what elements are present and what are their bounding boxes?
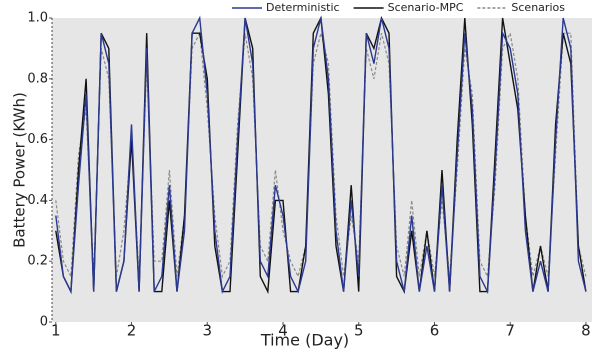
x-tick-label: 8 — [581, 322, 591, 340]
x-tick-label: 6 — [430, 322, 440, 340]
x-tick-label: 2 — [127, 322, 137, 340]
legend-label: Scenarios — [511, 1, 565, 14]
x-tick-label: 7 — [505, 322, 515, 340]
y-axis-label: Battery Power (KWh) — [11, 92, 29, 248]
x-tick-label: 4 — [278, 322, 288, 340]
y-tick-label: 0.2 — [27, 254, 48, 269]
y-tick-label: 0.6 — [27, 132, 48, 147]
y-tick-label: 0.8 — [27, 71, 48, 86]
y-tick-label: 0 — [40, 315, 48, 330]
legend-label: Scenario-MPC — [388, 1, 464, 14]
plot — [55, 15, 587, 295]
legend-label: Deterministic — [266, 1, 340, 14]
x-tick-label: 3 — [202, 322, 212, 340]
x-axis-label: Time (Day) — [260, 331, 349, 350]
y-tick-label: 1.0 — [27, 11, 48, 26]
x-tick-label: 1 — [51, 322, 61, 340]
x-tick-label: 5 — [354, 322, 364, 340]
y-tick-label: 0.4 — [27, 193, 48, 208]
series-line — [55, 15, 587, 295]
legend: Deterministic Scenario-MPC Scenarios — [232, 1, 565, 14]
